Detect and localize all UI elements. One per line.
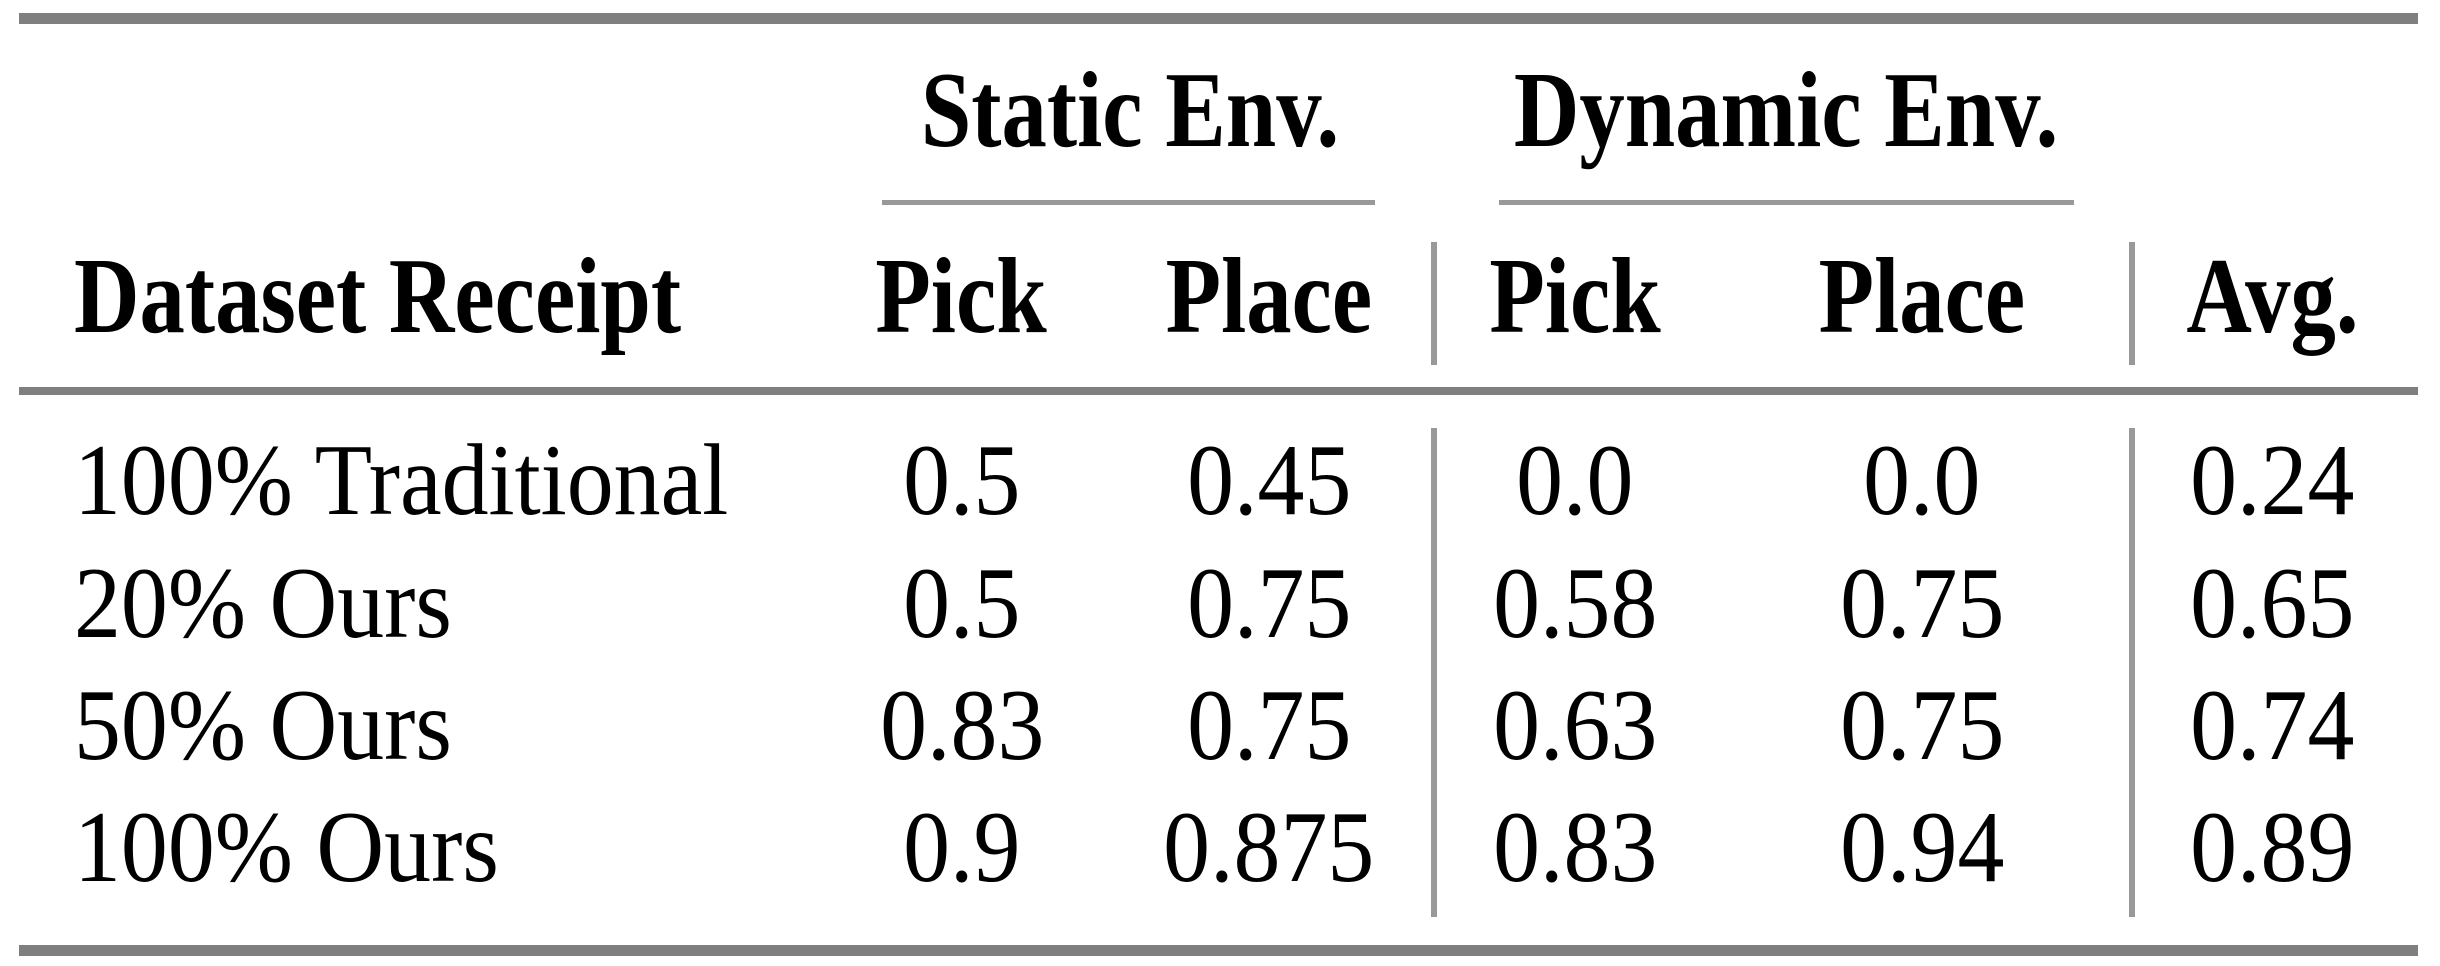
cell-avg: 0.65 [2189, 547, 2355, 660]
cell-avg: 0.74 [2189, 669, 2355, 782]
col-header-dynamic-pick: Pick [1489, 237, 1661, 356]
row-label: 100% Ours [74, 791, 499, 904]
row-label: 50% Ours [74, 669, 452, 782]
cell-dynamic-place: 0.94 [1839, 791, 2005, 904]
table-bottom-rule [19, 945, 2418, 956]
cell-avg: 0.89 [2189, 791, 2355, 904]
row-header-dataset-receipt: Dataset Receipt [74, 237, 682, 356]
cell-dynamic-pick: 0.63 [1492, 669, 1658, 782]
cell-static-pick: 0.5 [903, 547, 1021, 660]
table-header-rule [19, 387, 2418, 395]
cell-dynamic-place: 0.75 [1839, 669, 2005, 782]
vertical-separator-2-body [2129, 428, 2135, 917]
table-top-rule [19, 13, 2418, 24]
column-group-header-static-env: Static Env. [920, 51, 1340, 170]
col-header-static-place: Place [1165, 237, 1373, 356]
cell-dynamic-pick: 0.0 [1516, 424, 1634, 537]
cell-static-pick: 0.9 [903, 791, 1021, 904]
vertical-separator-1-header [1431, 242, 1437, 365]
row-label: 100% Traditional [74, 424, 729, 537]
static-env-cmidrule [882, 200, 1375, 205]
vertical-separator-1-body [1431, 428, 1437, 917]
cell-static-pick: 0.83 [879, 669, 1045, 782]
row-label: 20% Ours [74, 547, 452, 660]
col-header-dynamic-place: Place [1818, 237, 2026, 356]
cell-static-pick: 0.5 [903, 424, 1021, 537]
cell-dynamic-place: 0.0 [1863, 424, 1981, 537]
cell-dynamic-place: 0.75 [1839, 547, 2005, 660]
dynamic-env-cmidrule [1499, 200, 2074, 205]
cell-dynamic-pick: 0.58 [1492, 547, 1658, 660]
col-header-static-pick: Pick [875, 237, 1047, 356]
col-header-avg: Avg. [2185, 237, 2359, 356]
column-group-header-dynamic-env: Dynamic Env. [1513, 51, 2059, 170]
cell-static-place: 0.75 [1186, 669, 1352, 782]
cell-static-place: 0.75 [1186, 547, 1352, 660]
vertical-separator-2-header [2129, 242, 2135, 365]
cell-dynamic-pick: 0.83 [1492, 791, 1658, 904]
cell-avg: 0.24 [2189, 424, 2355, 537]
cell-static-place: 0.45 [1186, 424, 1352, 537]
cell-static-place: 0.875 [1163, 791, 1375, 904]
